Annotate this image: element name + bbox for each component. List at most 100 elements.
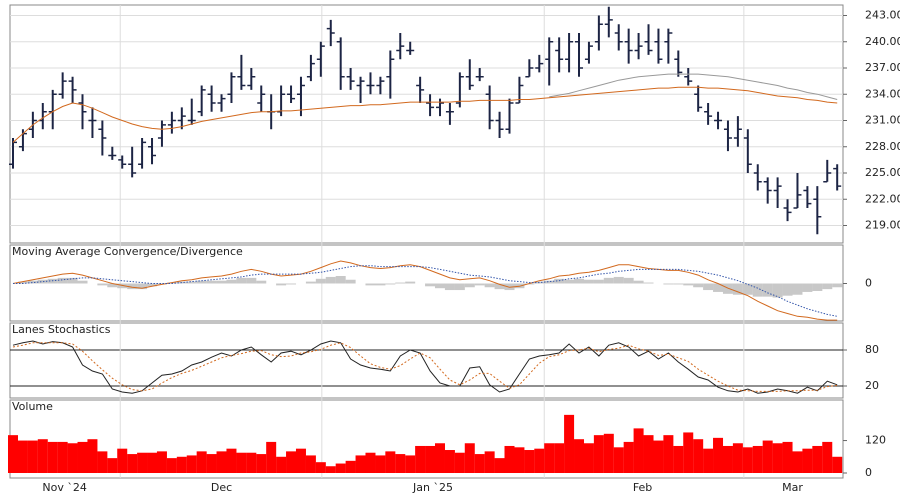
y-tick-label: 222.00 <box>865 192 900 205</box>
volume-bar <box>583 443 594 473</box>
volume-bar <box>554 443 565 473</box>
volume-bar <box>792 451 803 473</box>
volume-bar <box>564 414 575 473</box>
grid-layer <box>10 5 843 478</box>
histogram-bar <box>593 279 604 284</box>
volume-bar <box>27 440 38 473</box>
histogram-bar <box>196 280 207 284</box>
histogram-bar <box>683 283 694 286</box>
histogram-bar <box>246 277 257 284</box>
histogram-bar <box>345 279 356 284</box>
histogram-bar <box>454 283 465 291</box>
histogram-bar <box>464 283 475 288</box>
volume-bar <box>166 458 177 473</box>
panel-title-band <box>10 245 843 258</box>
volume-bar <box>822 441 833 473</box>
histogram-bar <box>147 283 158 287</box>
volume-bar <box>127 454 138 473</box>
volume-bar <box>613 447 624 473</box>
histogram-bar <box>375 283 386 286</box>
volume-bar <box>385 451 396 473</box>
volume-bar <box>732 443 743 473</box>
x-tick-label: Dec <box>211 481 232 494</box>
y-tick-label: 0 <box>865 466 872 479</box>
volume-bar <box>345 460 356 473</box>
volume-bar <box>395 454 406 473</box>
volume-bar <box>246 452 257 473</box>
histogram-bar <box>226 279 237 284</box>
histogram-bar <box>822 283 833 290</box>
histogram-bar <box>385 283 396 285</box>
volume-bar <box>425 445 436 473</box>
volume-bar <box>633 428 644 473</box>
histogram-bar <box>574 278 585 284</box>
histogram-bar <box>236 277 247 284</box>
volume-bar <box>236 452 247 473</box>
volume-bar <box>77 441 88 473</box>
histogram-bar <box>286 283 297 285</box>
volume-bar <box>504 445 515 473</box>
volume-bar <box>524 450 535 473</box>
volume-bar <box>17 440 28 473</box>
histogram-bar <box>256 280 267 284</box>
histogram-bar <box>97 283 108 286</box>
y-tick-label: 80 <box>865 343 879 356</box>
histogram-bar <box>544 280 555 284</box>
histogram-bar <box>802 283 813 292</box>
histogram-bar <box>137 283 148 290</box>
volume-bar <box>683 432 694 473</box>
histogram-bar <box>832 283 843 288</box>
volume-bar <box>216 451 227 473</box>
volume-bar <box>97 451 108 473</box>
volume-bar <box>484 451 495 473</box>
histogram-bar <box>613 276 624 284</box>
y-tick-label: 20 <box>865 379 879 392</box>
volume-bar <box>405 455 416 473</box>
volume-bar <box>703 448 714 473</box>
series-line <box>12 86 838 143</box>
volume-bar <box>454 452 465 473</box>
y-tick-label: 0 <box>865 277 872 290</box>
histogram-bar <box>564 279 575 284</box>
histogram-bar <box>434 283 445 289</box>
series-line <box>13 265 838 317</box>
volume-bar <box>742 447 753 473</box>
volume-bar <box>87 439 98 473</box>
y-tick-label: 237.00 <box>865 61 900 74</box>
volume-bar <box>365 452 376 473</box>
histogram-bar <box>583 279 594 284</box>
histogram-bar <box>603 277 614 284</box>
volume-bar <box>782 441 793 473</box>
y-tick-label: 234.00 <box>865 87 900 100</box>
volume-bar <box>286 451 297 473</box>
panel-title: Volume <box>12 400 53 413</box>
y-tick-label: 240.00 <box>865 35 900 48</box>
volume-bar <box>514 447 525 473</box>
panel-title: Moving Average Convergence/Divergence <box>12 245 243 258</box>
x-tick-label: Mar <box>782 481 803 494</box>
volume-bar <box>812 445 823 473</box>
histogram-bar <box>315 278 326 284</box>
histogram-bar <box>186 281 197 284</box>
series-line <box>12 340 838 394</box>
histogram-bar <box>812 283 823 291</box>
histogram-bar <box>673 283 684 285</box>
volume-bar <box>415 445 426 473</box>
series-line <box>12 260 838 321</box>
histogram-bar <box>325 276 336 284</box>
volume-bar <box>266 441 277 473</box>
x-tick-label: Nov `24 <box>42 481 86 494</box>
volume-bar <box>643 435 654 473</box>
volume-bar <box>693 439 704 473</box>
volume-bar <box>335 463 346 473</box>
volume-bar <box>256 454 267 473</box>
y-tick-label: 219.00 <box>865 219 900 232</box>
volume-bar <box>752 445 763 473</box>
volume-bar <box>593 435 604 473</box>
y-tick-label: 228.00 <box>865 140 900 153</box>
volume-bar <box>206 454 217 473</box>
volume-bar <box>117 448 128 473</box>
volume-bar <box>147 452 158 473</box>
